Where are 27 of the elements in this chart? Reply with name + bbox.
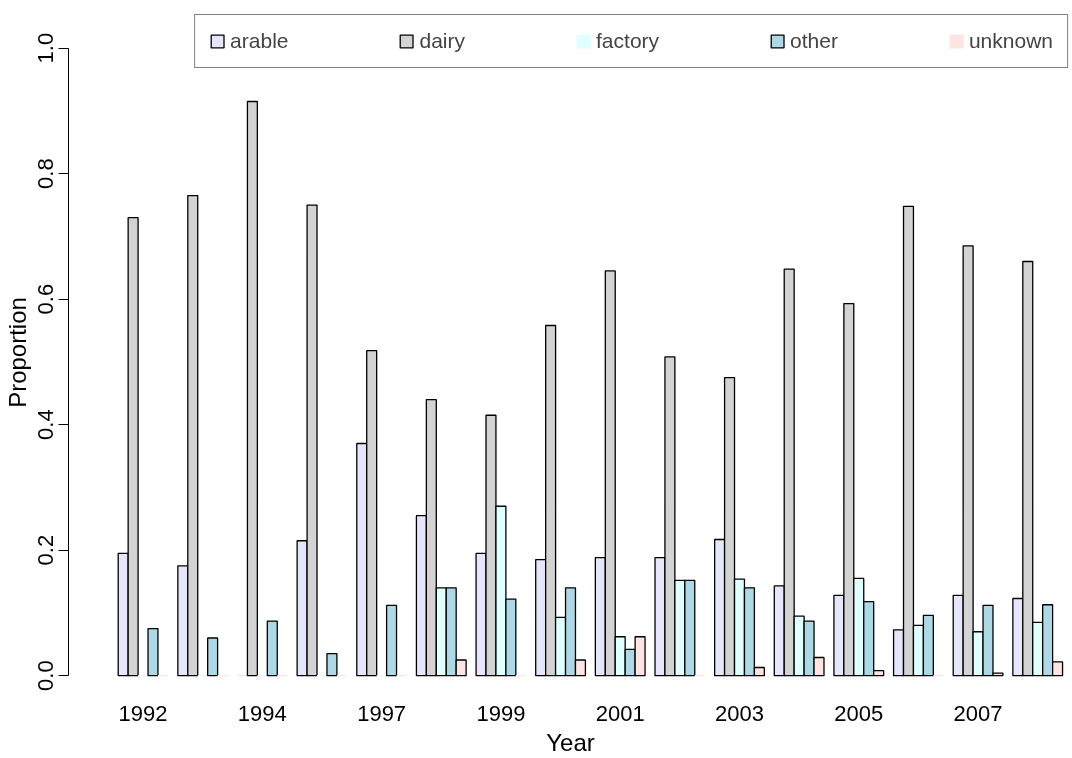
legend-label: factory [596, 29, 660, 53]
bar [207, 637, 219, 677]
x-tick-label: 2005 [834, 700, 884, 726]
legend-label: other [790, 29, 838, 53]
bar [147, 627, 159, 677]
x-axis-title: Year [546, 728, 595, 756]
x-tick-label: 2007 [953, 700, 1003, 726]
y-axis-title: Proportion [3, 297, 31, 408]
bar [246, 100, 259, 677]
y-tick-label: 0.8 [33, 158, 59, 189]
bar [266, 620, 278, 677]
legend-label: unknown [968, 29, 1053, 53]
x-tick-label: 1992 [118, 700, 168, 726]
y-tick-label: 0.0 [33, 660, 59, 691]
x-tick-label: 2003 [715, 700, 764, 726]
legend-label: dairy [419, 29, 466, 53]
y-tick-label: 0.2 [33, 534, 59, 566]
y-tick-label: 0.4 [33, 409, 59, 440]
bar [385, 604, 398, 677]
legend-label: arable [230, 29, 289, 53]
bar [326, 653, 338, 677]
y-tick-label: 0.6 [33, 283, 59, 315]
x-tick-label: 1999 [476, 700, 526, 726]
x-tick-label: 1994 [237, 700, 287, 726]
y-tick-label: 1.0 [33, 32, 59, 64]
x-tick-label: 2001 [595, 700, 645, 726]
x-tick-label: 1997 [357, 700, 407, 726]
